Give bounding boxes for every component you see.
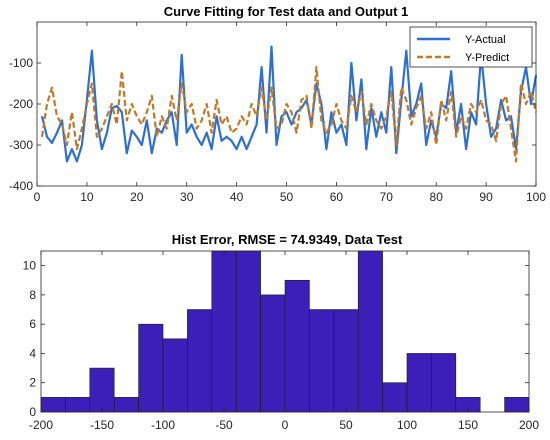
x-tick-label: 20 [130,190,144,204]
x-tick-label: 100 [397,418,417,432]
x-tick-label: 80 [430,190,444,204]
histogram-axes: Hist Error, RMSE = 74.9349, Data Test -2… [23,232,540,432]
histogram-bar [309,309,335,413]
x-tick-label: 100 [526,190,546,204]
x-tick-label: 50 [339,418,353,432]
y-tick-label: 0 [29,405,36,419]
y-tick-label: 10 [23,259,37,273]
histogram-bar [260,294,286,413]
legend: Y-Actual Y-Predict [409,26,533,68]
x-tick-label: 50 [280,190,294,204]
x-tick-label: 70 [380,190,394,204]
y-tick-label: 8 [29,288,36,302]
histogram-bar [211,250,237,413]
curve-fitting-axes: Curve Fitting for Test data and Output 1… [9,4,546,204]
legend-label-y-actual: Y-Actual [465,34,506,46]
histogram-bar [357,250,383,413]
x-tick-label: -200 [29,418,53,432]
y-tick-label: -200 [9,97,33,111]
histogram-bar [162,338,188,413]
histogram-bar [431,353,457,413]
x-tick-label: 60 [330,190,344,204]
curve-fitting-ticks: 0 10 20 30 40 50 60 70 80 90 100 -400 -300 -200 -100 [9,22,546,204]
histogram-bars-group [40,250,530,413]
x-tick-label: -100 [151,418,175,432]
y-tick-label: 6 [29,317,36,331]
x-tick-label: 150 [458,418,478,432]
histogram-title: Hist Error, RMSE = 74.9349, Data Test [172,232,403,247]
curve-fitting-axes-box [36,21,537,187]
x-tick-label: 10 [80,190,94,204]
histogram-bar [138,323,164,413]
histogram-bar [113,397,139,413]
histogram-bar [382,382,408,413]
legend-label-y-predict: Y-Predict [465,52,509,64]
x-tick-label: 40 [230,190,244,204]
curve-fitting-title: Curve Fitting for Test data and Output 1 [164,4,409,19]
series-line-y-predict [40,65,538,163]
y-tick-label: -100 [9,56,33,70]
x-tick-label: -150 [90,418,114,432]
x-tick-label: 0 [34,190,41,204]
histogram-bar [504,397,530,413]
curve-fitting-series-group [40,45,538,163]
y-tick-label: 4 [29,346,36,360]
y-tick-label: -400 [9,179,33,193]
x-tick-label: 200 [519,418,539,432]
series-line-y-actual [40,45,538,163]
histogram-bar [89,367,115,413]
histogram-axes-box [40,250,530,413]
x-tick-label: 30 [180,190,194,204]
histogram-ticks: -200 -150 -100 -50 0 50 100 150 200 0 2 4 6 8 10 [23,251,539,432]
x-tick-label: 90 [479,190,493,204]
x-tick-label: -50 [215,418,233,432]
histogram-bar [284,279,310,413]
histogram-bar [65,397,91,413]
x-tick-label: 0 [282,418,289,432]
histogram-bar [187,309,213,413]
histogram-bar [406,353,432,413]
histogram-bar [40,397,66,413]
legend-box [409,26,533,68]
histogram-bar [235,250,261,413]
histogram-bar [333,309,359,413]
y-tick-label: 2 [29,376,36,390]
y-tick-label: -300 [9,138,33,152]
